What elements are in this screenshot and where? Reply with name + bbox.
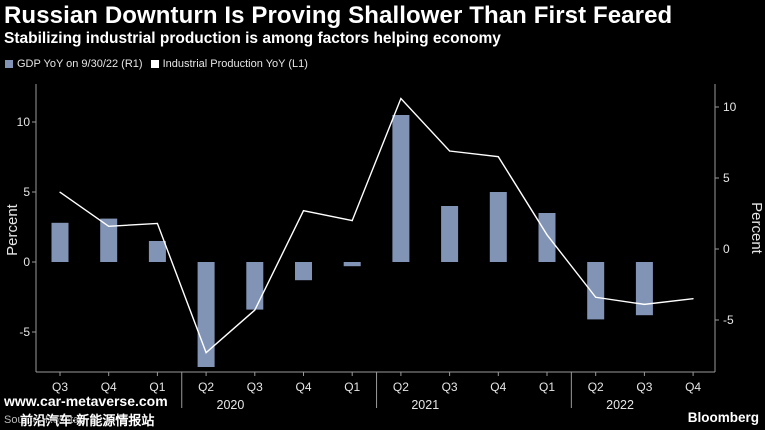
x-tick-label: Q1 xyxy=(539,380,555,394)
gdp-bar xyxy=(587,262,605,320)
left-axis-title: Percent xyxy=(4,203,21,256)
x-tick-label: Q3 xyxy=(636,380,652,394)
industrial-production-line xyxy=(59,97,694,354)
year-label: 2022 xyxy=(606,398,634,412)
right-tick-label: 10 xyxy=(723,100,737,114)
x-tick-label: Q2 xyxy=(588,380,604,394)
legend-item-industrial: Industrial Production YoY (L1) xyxy=(150,58,308,70)
watermark-url: www.car-metaverse.com xyxy=(4,393,168,409)
watermark-chinese: 前沿汽车·新能源情报站 xyxy=(20,413,155,428)
industrial-production-point xyxy=(692,298,694,300)
x-tick-label: Q2 xyxy=(198,380,214,394)
industrial-production-point xyxy=(449,150,451,152)
left-tick-label: 10 xyxy=(17,115,31,129)
industrial-production-point xyxy=(497,156,499,158)
gdp-bar xyxy=(100,218,118,262)
x-tick-label: Q1 xyxy=(344,380,360,394)
gdp-bar xyxy=(246,262,264,310)
gdp-bar xyxy=(51,222,69,262)
legend-swatch-gdp xyxy=(5,60,13,68)
gdp-bar xyxy=(392,115,410,262)
right-tick-label: 5 xyxy=(723,171,730,185)
industrial-production-point xyxy=(108,225,110,227)
legend-label-industrial: Industrial Production YoY (L1) xyxy=(162,58,308,70)
legend-item-gdp: GDP YoY on 9/30/22 (R1) xyxy=(5,58,143,70)
bloomberg-logo: Bloomberg xyxy=(687,410,759,425)
year-label: 2020 xyxy=(217,398,245,412)
chart-legend: GDP YoY on 9/30/22 (R1) Industrial Produ… xyxy=(5,58,316,70)
industrial-production-point xyxy=(156,222,158,225)
industrial-production-point xyxy=(595,296,597,298)
left-tick-label: -5 xyxy=(19,325,30,339)
x-tick-label: Q1 xyxy=(149,380,165,394)
gdp-bar xyxy=(635,262,653,316)
right-axis-title: Percent xyxy=(748,202,765,255)
industrial-production-point xyxy=(205,352,207,354)
right-tick-label: -5 xyxy=(723,313,734,327)
x-tick-label: Q4 xyxy=(685,380,701,394)
industrial-production-point xyxy=(59,191,61,193)
gdp-bar xyxy=(295,262,312,281)
gdp-bar xyxy=(489,192,507,262)
x-tick-label: Q4 xyxy=(490,380,506,394)
chart-title: Russian Downturn Is Proving Shallower Th… xyxy=(4,2,673,29)
source-note: Source: Rosstat xyxy=(4,414,83,426)
gdp-bar xyxy=(148,241,166,262)
x-tick-label: Q2 xyxy=(393,380,409,394)
industrial-production-point xyxy=(351,220,353,222)
gdp-bar xyxy=(343,262,361,267)
x-tick-label: Q3 xyxy=(247,380,263,394)
chart-subtitle: Stabilizing industrial production is amo… xyxy=(4,30,501,47)
right-tick-label: 0 xyxy=(723,242,730,256)
left-tick-label: 0 xyxy=(23,255,30,269)
left-tick-label: 5 xyxy=(23,185,30,199)
x-tick-label: Q4 xyxy=(295,380,311,394)
x-tick-label: Q3 xyxy=(442,380,458,394)
industrial-production-point xyxy=(254,309,256,311)
x-tick-label: Q4 xyxy=(101,380,117,394)
industrial-production-point xyxy=(643,303,646,305)
industrial-production-point xyxy=(546,234,548,236)
x-tick-label: Q3 xyxy=(52,380,68,394)
industrial-production-point xyxy=(400,97,402,100)
gdp-bar xyxy=(441,206,459,262)
legend-swatch-industrial xyxy=(150,60,159,68)
year-label: 2021 xyxy=(411,398,439,412)
legend-label-gdp: GDP YoY on 9/30/22 (R1) xyxy=(17,58,143,70)
industrial-production-point xyxy=(302,210,305,212)
gdp-bar xyxy=(538,213,556,262)
